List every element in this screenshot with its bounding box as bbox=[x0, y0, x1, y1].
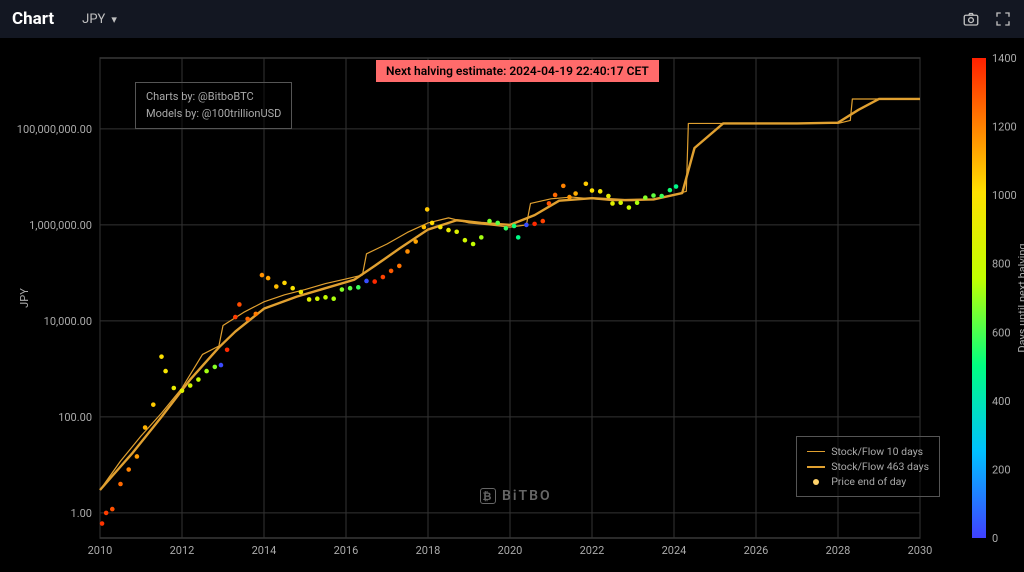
svg-text:1.00: 1.00 bbox=[71, 507, 92, 520]
svg-text:200: 200 bbox=[992, 463, 1011, 476]
legend-label: Price end of day bbox=[831, 475, 906, 488]
halving-banner: Next halving estimate: 2024-04-19 22:40:… bbox=[376, 60, 659, 82]
svg-text:2016: 2016 bbox=[334, 544, 359, 557]
svg-text:800: 800 bbox=[992, 258, 1011, 271]
svg-text:2030: 2030 bbox=[908, 544, 933, 557]
svg-text:JPY: JPY bbox=[18, 288, 31, 308]
svg-text:400: 400 bbox=[992, 395, 1011, 408]
credits-line2: Models by: @100trillionUSD bbox=[146, 106, 281, 123]
chevron-down-icon[interactable]: ▾ bbox=[111, 13, 117, 26]
svg-text:10,000.00: 10,000.00 bbox=[44, 315, 92, 328]
legend-row: Stock/Flow 463 days bbox=[807, 460, 929, 473]
svg-text:2022: 2022 bbox=[580, 544, 605, 557]
svg-text:0: 0 bbox=[992, 532, 998, 545]
credits-line1: Charts by: @BitboBTC bbox=[146, 89, 281, 106]
legend-row: Stock/Flow 10 days bbox=[807, 445, 929, 458]
credits-box: Charts by: @BitboBTC Models by: @100tril… bbox=[135, 82, 292, 129]
svg-text:1400: 1400 bbox=[992, 52, 1017, 65]
topbar-title: Chart bbox=[12, 9, 54, 29]
legend-box: Stock/Flow 10 days Stock/Flow 463 days P… bbox=[796, 436, 940, 497]
watermark: ₿ BiTBO bbox=[480, 488, 552, 504]
legend-swatch-dot bbox=[813, 479, 819, 485]
svg-text:2014: 2014 bbox=[252, 544, 277, 557]
legend-label: Stock/Flow 463 days bbox=[831, 460, 929, 473]
watermark-text: BiTBO bbox=[502, 488, 552, 504]
svg-text:1200: 1200 bbox=[992, 121, 1017, 134]
svg-text:1,000,000.00: 1,000,000.00 bbox=[29, 219, 92, 232]
legend-row: Price end of day bbox=[807, 475, 929, 488]
svg-text:2012: 2012 bbox=[170, 544, 195, 557]
svg-text:2020: 2020 bbox=[498, 544, 523, 557]
svg-text:2018: 2018 bbox=[416, 544, 441, 557]
topbar: Chart JPY ▾ bbox=[0, 0, 1024, 38]
svg-text:2024: 2024 bbox=[662, 544, 687, 557]
svg-text:2010: 2010 bbox=[88, 544, 113, 557]
camera-icon[interactable] bbox=[962, 10, 980, 28]
legend-swatch-line bbox=[807, 466, 825, 468]
svg-text:100,000,000.00: 100,000,000.00 bbox=[17, 123, 92, 136]
svg-text:Days until next halving: Days until next halving bbox=[1016, 243, 1024, 352]
svg-text:1000: 1000 bbox=[992, 189, 1017, 202]
legend-label: Stock/Flow 10 days bbox=[831, 445, 923, 458]
svg-text:2026: 2026 bbox=[744, 544, 769, 557]
legend-swatch-line bbox=[807, 451, 825, 452]
fullscreen-icon[interactable] bbox=[994, 10, 1012, 28]
svg-text:2028: 2028 bbox=[826, 544, 851, 557]
svg-text:100.00: 100.00 bbox=[58, 411, 92, 424]
svg-text:600: 600 bbox=[992, 326, 1011, 339]
chart-area[interactable]: 2010 2012 2014 2016 2018 2020 2022 2024 2026 2028… bbox=[0, 38, 1024, 572]
watermark-logo-icon: ₿ bbox=[480, 488, 496, 504]
currency-selector-label[interactable]: JPY bbox=[82, 12, 105, 27]
